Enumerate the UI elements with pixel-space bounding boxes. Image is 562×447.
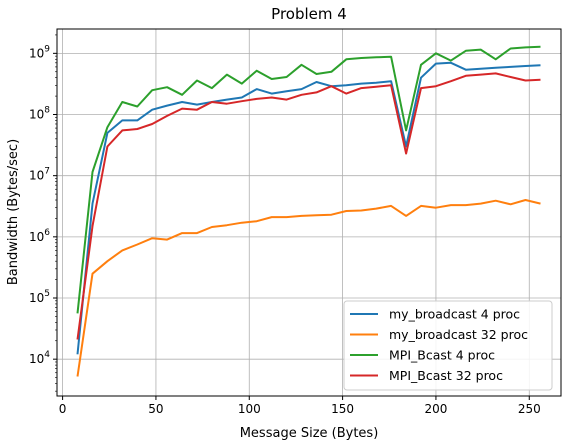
y-tick-label: 108 xyxy=(29,106,50,122)
series-line-4 xyxy=(76,72,541,340)
y-tick-label: 109 xyxy=(29,44,50,60)
legend-label-2: my_broadcast 32 proc xyxy=(389,327,528,342)
series-lines xyxy=(76,45,541,377)
x-tick-label: 50 xyxy=(148,402,163,416)
x-tick-label: 100 xyxy=(238,402,261,416)
x-axis-ticks: 0 50 100 150 200 250 xyxy=(59,396,541,416)
legend-items: my_broadcast 4 proc my_broadcast 32 proc M… xyxy=(350,307,528,383)
x-axis-title: Message Size (Bytes) xyxy=(240,426,379,441)
y-axis-ticks: 104 105 106 107 108 109 xyxy=(29,44,57,366)
y-tick-label: 106 xyxy=(29,228,50,244)
plot-area-frame xyxy=(56,28,562,397)
series-line-3 xyxy=(76,45,541,314)
series-line-2 xyxy=(76,199,541,377)
grid-lines xyxy=(57,29,561,396)
legend: my_broadcast 4 proc my_broadcast 32 proc M… xyxy=(343,300,553,391)
y-tick-label: 105 xyxy=(29,289,50,305)
y-axis-title: Bandwidth (Bytes/sec) xyxy=(6,139,21,285)
chart-title: Problem 4 xyxy=(271,5,347,23)
x-tick-label: 0 xyxy=(59,402,67,416)
y-tick-label: 104 xyxy=(29,350,50,366)
legend-label-3: MPI_Bcast 4 proc xyxy=(389,348,495,363)
x-tick-label: 250 xyxy=(518,402,541,416)
y-tick-label: 107 xyxy=(29,167,50,183)
x-tick-label: 200 xyxy=(424,402,447,416)
legend-label-4: MPI_Bcast 32 proc xyxy=(389,368,503,383)
x-tick-label: 150 xyxy=(331,402,354,416)
series-line-1 xyxy=(76,61,541,355)
legend-label-1: my_broadcast 4 proc xyxy=(389,307,520,322)
legend-box xyxy=(343,300,553,391)
